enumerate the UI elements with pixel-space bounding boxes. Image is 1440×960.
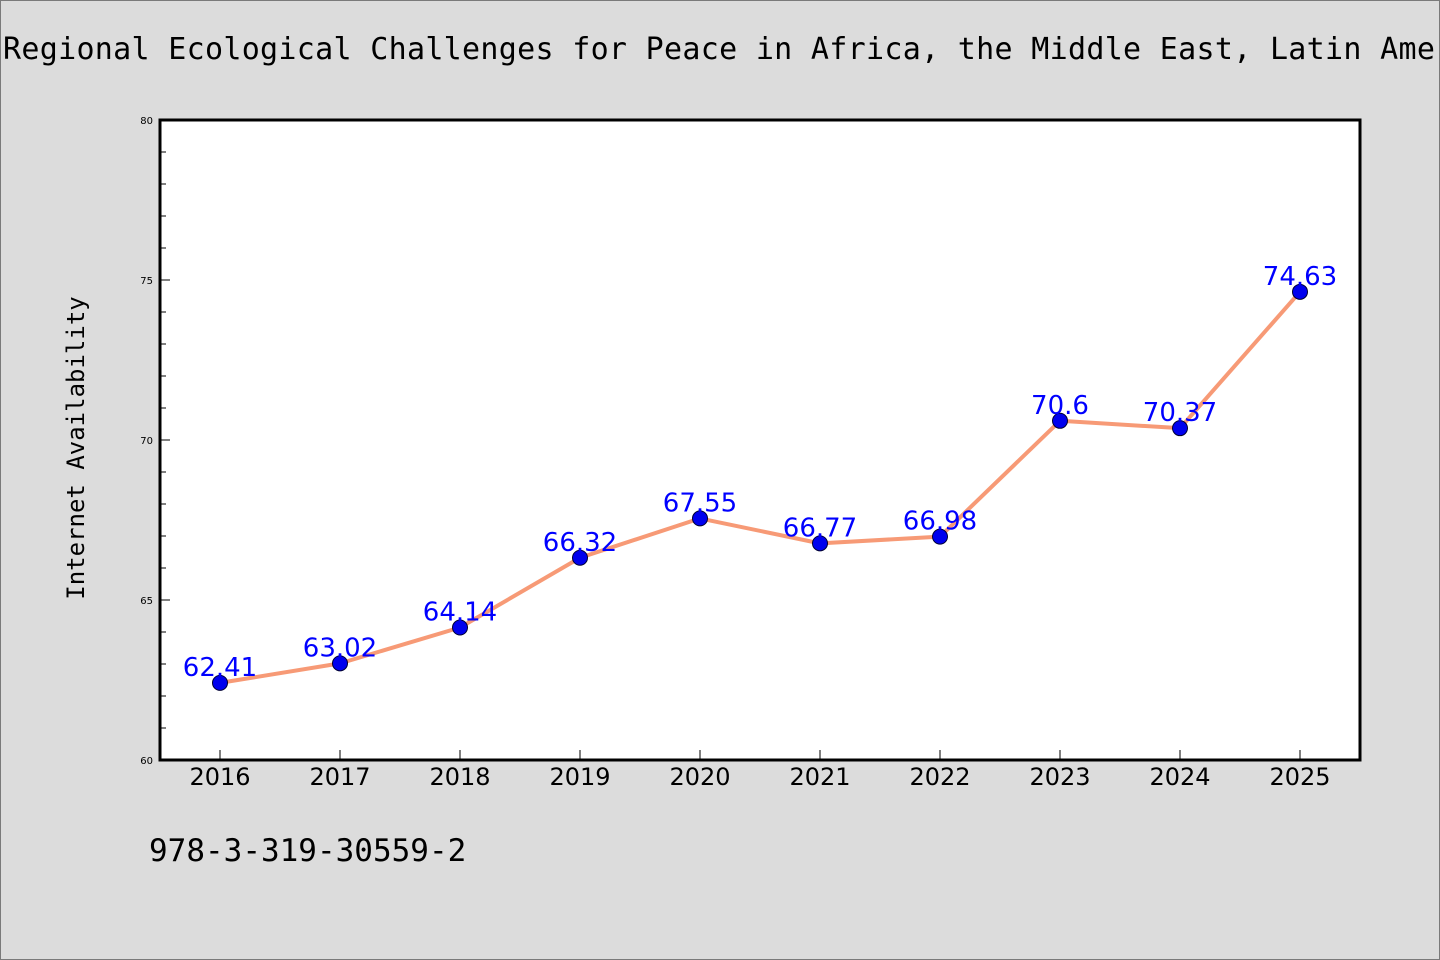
data-point-label: 66.98	[903, 507, 977, 537]
x-axis-ticks: 2016 2017 2018 2019 2020 2021 2022 2023 2024 2025	[189, 750, 1331, 791]
x-tick-label: 2018	[429, 763, 490, 791]
y-tick-label: 65	[140, 596, 153, 607]
x-tick-label: 2023	[1029, 763, 1090, 791]
data-point-marker	[452, 619, 468, 636]
chart-title: Regional Ecological Challenges for Peace…	[3, 32, 1440, 67]
data-point-marker	[692, 510, 708, 527]
data-point-label: 66.77	[783, 513, 857, 543]
data-point-marker	[812, 535, 828, 552]
y-tick-label: 80	[140, 116, 153, 127]
data-point-label: 63.02	[303, 633, 377, 663]
data-point-label: 62.41	[183, 653, 257, 683]
x-tick-label: 2021	[789, 763, 850, 791]
series-line	[218, 289, 1302, 685]
plot-border	[158, 118, 1362, 762]
series-group: 62.41 63.02 64.14 66.32 67.55 66.77 66.98 70.6 7…	[183, 262, 1337, 691]
y-tick-label: 60	[140, 756, 153, 767]
plot-area	[160, 120, 1360, 760]
y-tick-label: 70	[140, 436, 153, 447]
x-tick-label: 2022	[909, 763, 970, 791]
x-tick-label: 2025	[1269, 763, 1330, 791]
data-point-marker	[332, 655, 348, 672]
x-tick-label: 2019	[549, 763, 610, 791]
data-point-label: 70.6	[1031, 391, 1089, 421]
data-point-marker	[572, 549, 588, 566]
x-tick-label: 2017	[309, 763, 370, 791]
data-point-marker	[1172, 420, 1188, 437]
data-point-marker	[212, 674, 228, 691]
data-point-label: 67.55	[663, 488, 737, 518]
y-tick-label: 75	[140, 276, 153, 287]
x-tick-label: 2016	[189, 763, 250, 791]
data-point-label: 64.14	[423, 598, 497, 628]
x-tick-label: 2024	[1149, 763, 1210, 791]
data-point-label: 70.37	[1143, 398, 1217, 428]
data-point-label: 66.32	[543, 528, 617, 558]
x-tick-label: 2020	[669, 763, 730, 791]
data-point-marker	[1292, 283, 1308, 300]
footer-isbn: 978-3-319-30559-2	[149, 833, 467, 869]
data-point-marker	[1052, 412, 1068, 429]
y-axis-label: Internet Availability	[62, 296, 90, 599]
data-point-label: 74.63	[1263, 262, 1337, 292]
y-axis-ticks: 60 65 70 75 80	[140, 116, 170, 767]
data-point-marker	[932, 528, 948, 545]
